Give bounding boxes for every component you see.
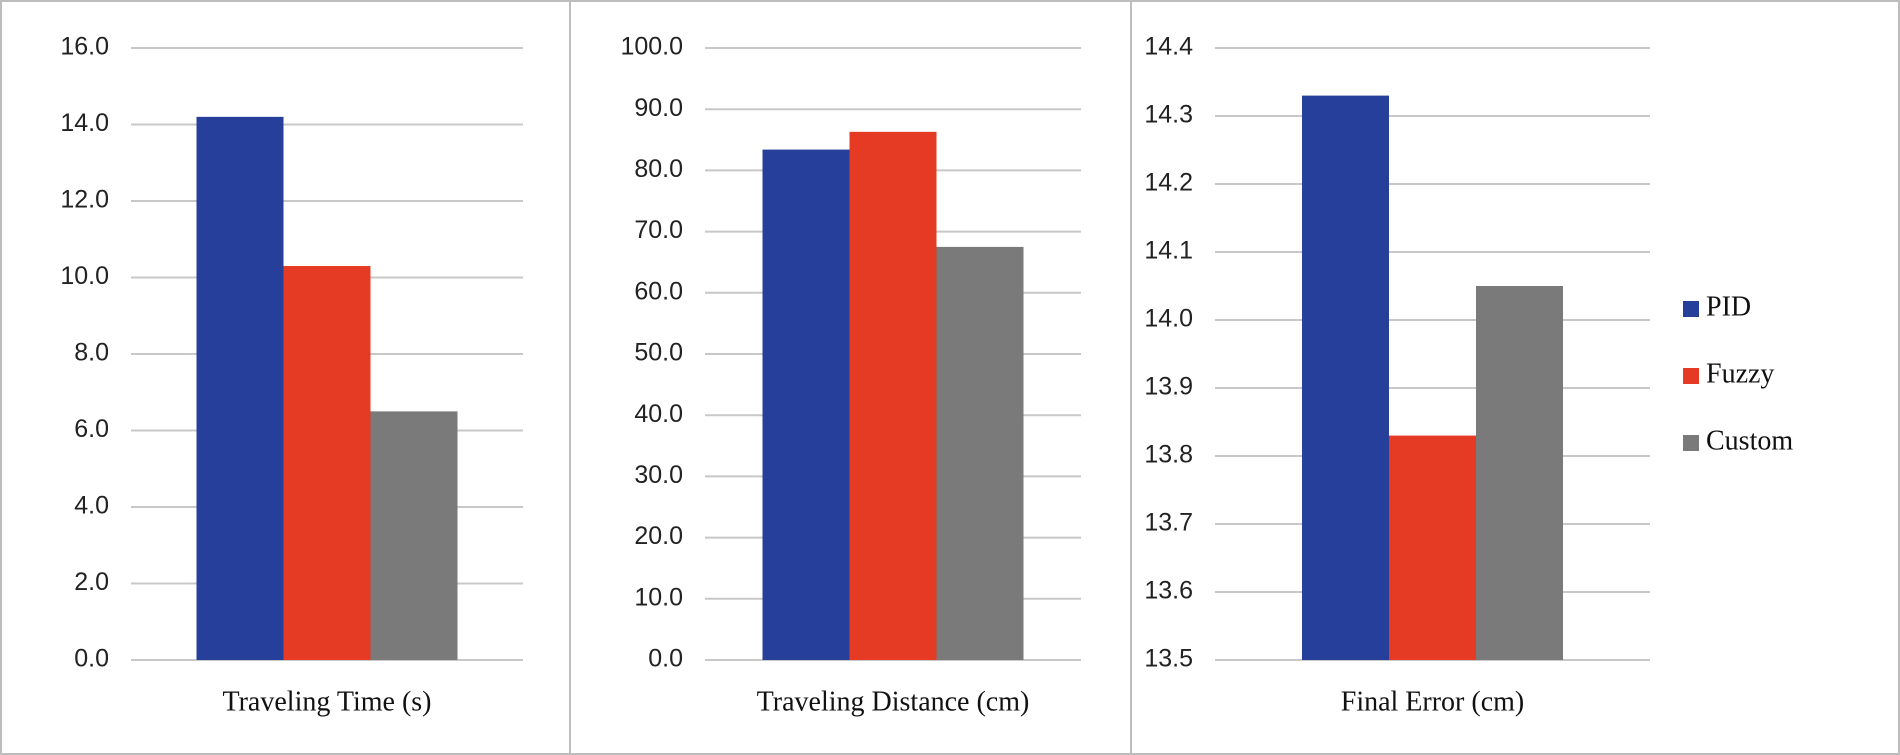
y-tick-label: 14.4 [1144,33,1193,61]
bar [936,246,1024,660]
y-tick-label: 16.0 [60,33,109,61]
bar [283,266,371,660]
legend-label: Fuzzy [1706,358,1774,389]
x-tick-label: Final Error (cm) [1341,686,1525,717]
x-tick-label: Traveling Distance (cm) [757,686,1030,717]
legend-label: Custom [1706,425,1793,456]
y-tick-label: 14.2 [1144,169,1193,197]
x-tick-label: Traveling Time (s) [222,686,431,717]
y-tick-label: 2.0 [74,568,109,596]
y-tick-label: 8.0 [74,339,109,367]
y-tick-label: 12.0 [60,186,109,214]
y-tick-label: 13.7 [1144,509,1193,537]
bar [370,411,458,660]
bar [196,116,284,661]
y-tick-label: 14.0 [1144,305,1193,333]
y-tick-label: 0.0 [648,645,683,673]
bar [1389,435,1476,660]
y-tick-label: 100.0 [620,33,683,61]
bar [1476,286,1563,660]
y-tick-label: 6.0 [74,415,109,443]
y-tick-label: 80.0 [634,155,683,183]
y-tick-label: 90.0 [634,94,683,122]
y-tick-label: 70.0 [634,216,683,244]
y-tick-label: 4.0 [74,492,109,520]
bar [1302,95,1389,661]
legend-swatch [1683,435,1699,451]
y-tick-label: 14.1 [1144,237,1193,265]
bar [762,149,850,661]
y-tick-label: 30.0 [634,461,683,489]
legend-swatch [1683,368,1699,384]
y-tick-label: 13.5 [1144,645,1193,673]
y-tick-label: 13.6 [1144,577,1193,605]
bar [849,131,937,660]
y-tick-label: 60.0 [634,277,683,305]
y-tick-label: 13.9 [1144,373,1193,401]
y-tick-label: 10.0 [634,583,683,611]
y-tick-label: 13.8 [1144,441,1193,469]
y-tick-label: 20.0 [634,522,683,550]
y-tick-label: 0.0 [74,645,109,673]
legend-swatch [1683,301,1699,317]
y-tick-label: 50.0 [634,339,683,367]
y-tick-label: 14.3 [1144,101,1193,129]
legend-label: PID [1706,291,1751,322]
y-tick-label: 10.0 [60,262,109,290]
y-tick-label: 40.0 [634,400,683,428]
y-tick-label: 14.0 [60,109,109,137]
